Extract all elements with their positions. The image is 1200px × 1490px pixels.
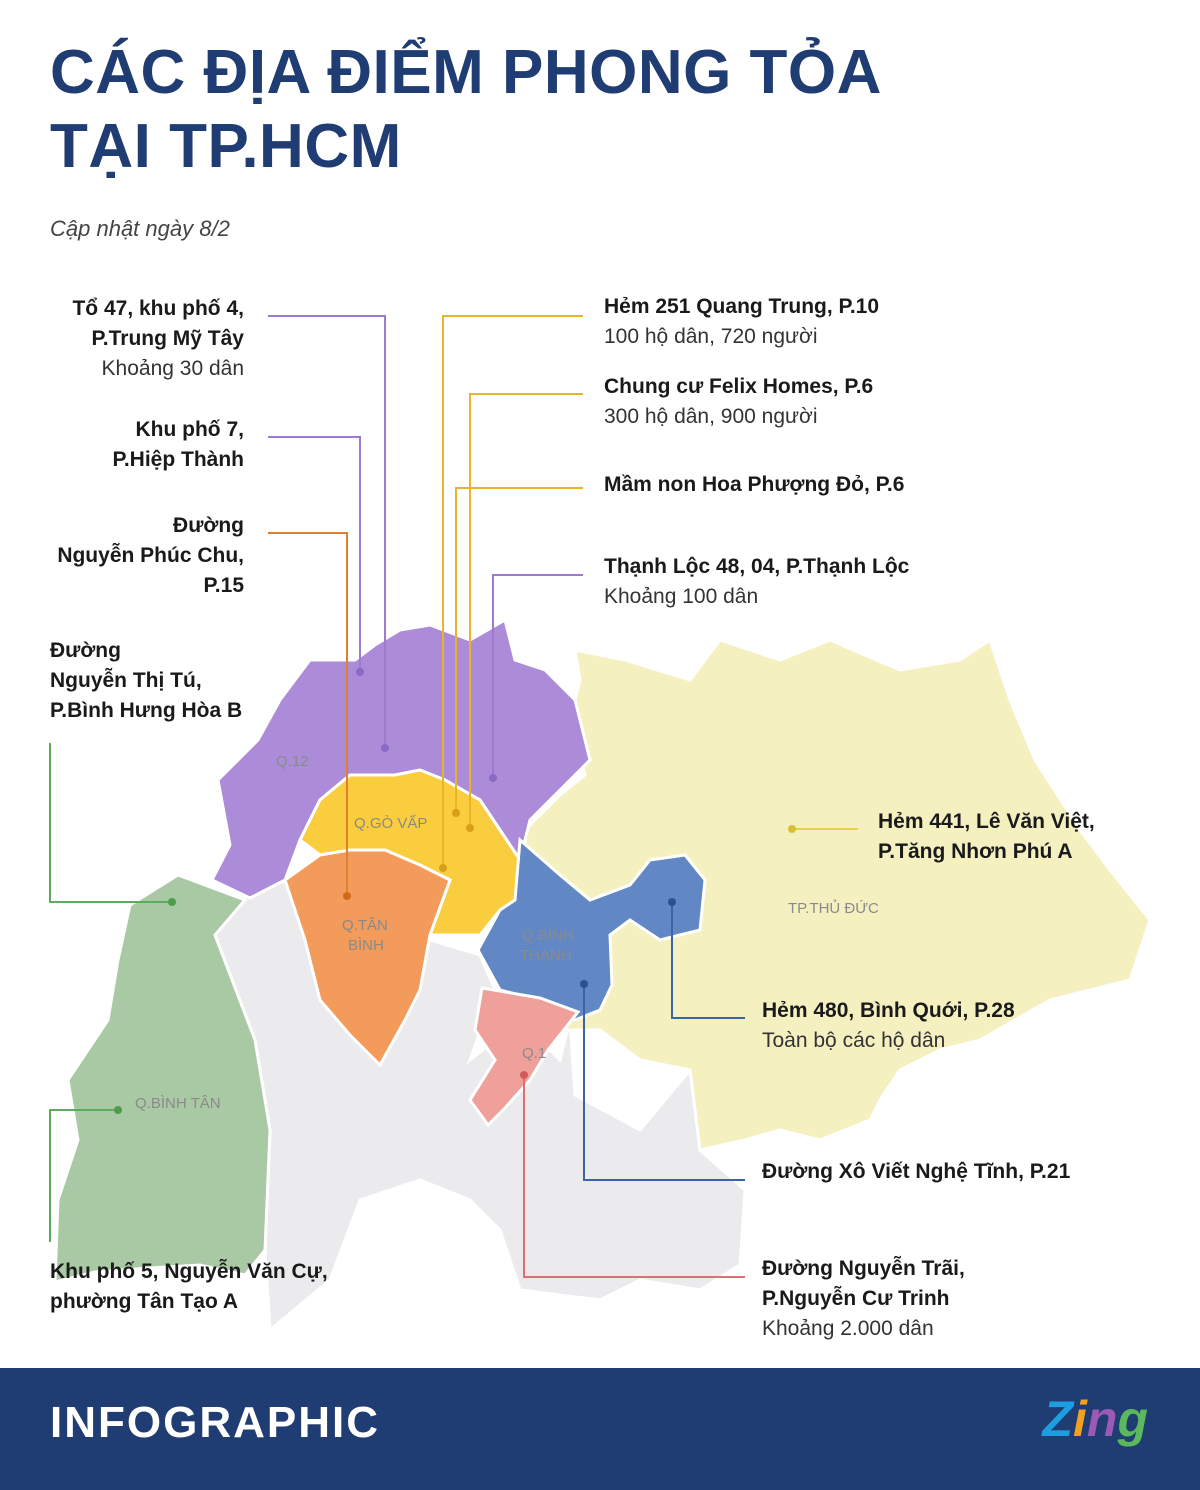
location-npc: Đường Nguyễn Phúc Chu, P.15 <box>57 511 244 601</box>
leader-kp7 <box>268 436 361 672</box>
location-kp7: Khu phố 7, P.Hiệp Thành <box>113 415 244 475</box>
leader-npc <box>268 532 348 896</box>
location-name: Nguyễn Thị Tú, <box>50 669 202 692</box>
location-name: P.Tăng Nhơn Phú A <box>878 840 1073 863</box>
dot-h480 <box>668 898 676 906</box>
zing-logo-letter: Z <box>1042 1391 1073 1447</box>
leader-kp5 <box>49 1109 118 1242</box>
zing-logo: Zing <box>1042 1390 1148 1448</box>
page-title: CÁC ĐỊA ĐIỂM PHONG TỎA TẠI TP.HCM <box>50 36 950 184</box>
dot-ntrai <box>520 1071 528 1079</box>
label-tan-binh-2: BÌNH <box>348 937 384 954</box>
title-line-1: CÁC ĐỊA ĐIỂM PHONG TỎA <box>50 38 882 107</box>
location-xvnt: Đường Xô Viết Nghệ Tĩnh, P.21 <box>762 1157 1070 1187</box>
location-name: P.Bình Hưng Hòa B <box>50 699 243 722</box>
location-name: Mầm non Hoa Phượng Đỏ, P.6 <box>604 473 905 496</box>
location-name: Đường Nguyễn Trãi, <box>762 1257 965 1280</box>
location-to47: Tổ 47, khu phố 4, P.Trung Mỹ Tây Khoảng … <box>72 294 244 384</box>
location-name: P.15 <box>203 574 245 597</box>
dot-kp7 <box>356 668 364 676</box>
location-name: Hẻm 251 Quang Trung, P.10 <box>604 295 880 318</box>
zing-logo-letter: g <box>1117 1391 1148 1447</box>
location-name: phường Tân Tạo A <box>50 1290 239 1313</box>
label-binh-thanh-1: Q.BÌNH <box>522 927 574 944</box>
leader-felix <box>469 393 583 828</box>
location-ntrai: Đường Nguyễn Trãi, P.Nguyễn Cư Trinh Kho… <box>762 1254 965 1344</box>
location-note: Khoảng 2.000 dân <box>762 1317 934 1340</box>
label-go-vap: Q.GÒ VẤP <box>354 815 427 832</box>
dot-xvnt <box>580 980 588 988</box>
zing-logo-letter: n <box>1086 1391 1118 1447</box>
location-name: P.Nguyễn Cư Trinh <box>762 1287 950 1310</box>
location-note: Toàn bộ các hộ dân <box>762 1029 946 1052</box>
location-name: Đường <box>50 639 121 662</box>
label-binh-tan: Q.BÌNH TÂN <box>135 1095 221 1112</box>
location-name: Đường <box>173 514 244 537</box>
label-q1: Q.1 <box>522 1045 546 1062</box>
dot-felix <box>466 824 474 832</box>
location-name: P.Hiệp Thành <box>112 448 244 471</box>
footer-bar: INFOGRAPHIC Zing <box>0 1368 1200 1490</box>
location-name: Khu phố 5, Nguyễn Văn Cự, <box>50 1260 328 1283</box>
label-q12: Q.12 <box>276 753 309 770</box>
leader-to47 <box>268 315 386 748</box>
district-binh-thanh <box>476 836 707 1022</box>
zing-logo-letter: i <box>1073 1391 1087 1447</box>
location-name: Hẻm 441, Lê Văn Việt, <box>878 810 1095 833</box>
label-binh-thanh-2: THẠNH <box>520 947 572 964</box>
dot-kp5 <box>114 1106 122 1114</box>
leader-thanhloc <box>492 574 583 778</box>
dot-h251 <box>439 864 447 872</box>
dot-ntt <box>168 898 176 906</box>
dot-to47 <box>381 744 389 752</box>
district-tan-binh <box>283 848 452 1068</box>
location-note: 300 hộ dân, 900 người <box>604 405 818 428</box>
leader-h480 <box>671 902 745 1019</box>
dot-h441 <box>788 825 796 833</box>
location-name: Khu phố 7, <box>135 418 245 441</box>
location-note: Khoảng 30 dân <box>101 357 244 380</box>
location-ntt: Đường Nguyễn Thị Tú, P.Bình Hưng Hòa B <box>50 636 242 726</box>
location-name: Tổ 47, khu phố 4, <box>72 297 244 320</box>
district-binh-tan <box>53 873 272 1284</box>
location-note: Khoảng 100 dân <box>604 585 759 608</box>
dot-thanhloc <box>489 774 497 782</box>
location-name: P.Trung Mỹ Tây <box>91 327 245 350</box>
location-name: Nguyễn Phúc Chu, <box>57 544 244 567</box>
leader-h251 <box>442 315 583 868</box>
district-q1 <box>468 986 581 1128</box>
location-mamnon: Mầm non Hoa Phượng Đỏ, P.6 <box>604 470 904 500</box>
location-h251: Hẻm 251 Quang Trung, P.10 100 hộ dân, 72… <box>604 292 879 352</box>
location-h480: Hẻm 480, Bình Quới, P.28 Toàn bộ các hộ … <box>762 996 1015 1056</box>
location-thanhloc: Thạnh Lộc 48, 04, P.Thạnh Lộc Khoảng 100… <box>604 552 909 612</box>
location-name: Hẻm 480, Bình Quới, P.28 <box>762 999 1015 1022</box>
leader-ntrai <box>523 1075 745 1278</box>
location-felix: Chung cư Felix Homes, P.6 300 hộ dân, 90… <box>604 372 873 432</box>
label-tan-binh-1: Q.TÂN <box>342 917 388 934</box>
label-thu-duc: TP.THỦ ĐỨC <box>788 899 879 917</box>
leader-mamnon <box>455 487 583 813</box>
location-h441: Hẻm 441, Lê Văn Việt, P.Tăng Nhơn Phú A <box>878 807 1095 867</box>
footer-brand: INFOGRAPHIC <box>50 1398 380 1447</box>
leader-ntt <box>49 743 172 903</box>
hcmc-map: Q.12 Q.GÒ VẤP Q.TÂN BÌNH Q.BÌNH THẠNH TP… <box>49 315 1150 1330</box>
dot-npc <box>343 892 351 900</box>
location-note: 100 hộ dân, 720 người <box>604 325 818 348</box>
location-name: Đường Xô Viết Nghệ Tĩnh, P.21 <box>762 1160 1071 1183</box>
dot-mamnon <box>452 809 460 817</box>
title-line-2: TẠI TP.HCM <box>50 112 402 181</box>
location-name: Chung cư Felix Homes, P.6 <box>604 375 874 398</box>
update-date: Cập nhật ngày 8/2 <box>50 216 230 241</box>
location-name: Thạnh Lộc 48, 04, P.Thạnh Lộc <box>604 555 910 578</box>
location-kp5: Khu phố 5, Nguyễn Văn Cự, phường Tân Tạo… <box>50 1257 328 1317</box>
leader-xvnt <box>583 984 745 1181</box>
